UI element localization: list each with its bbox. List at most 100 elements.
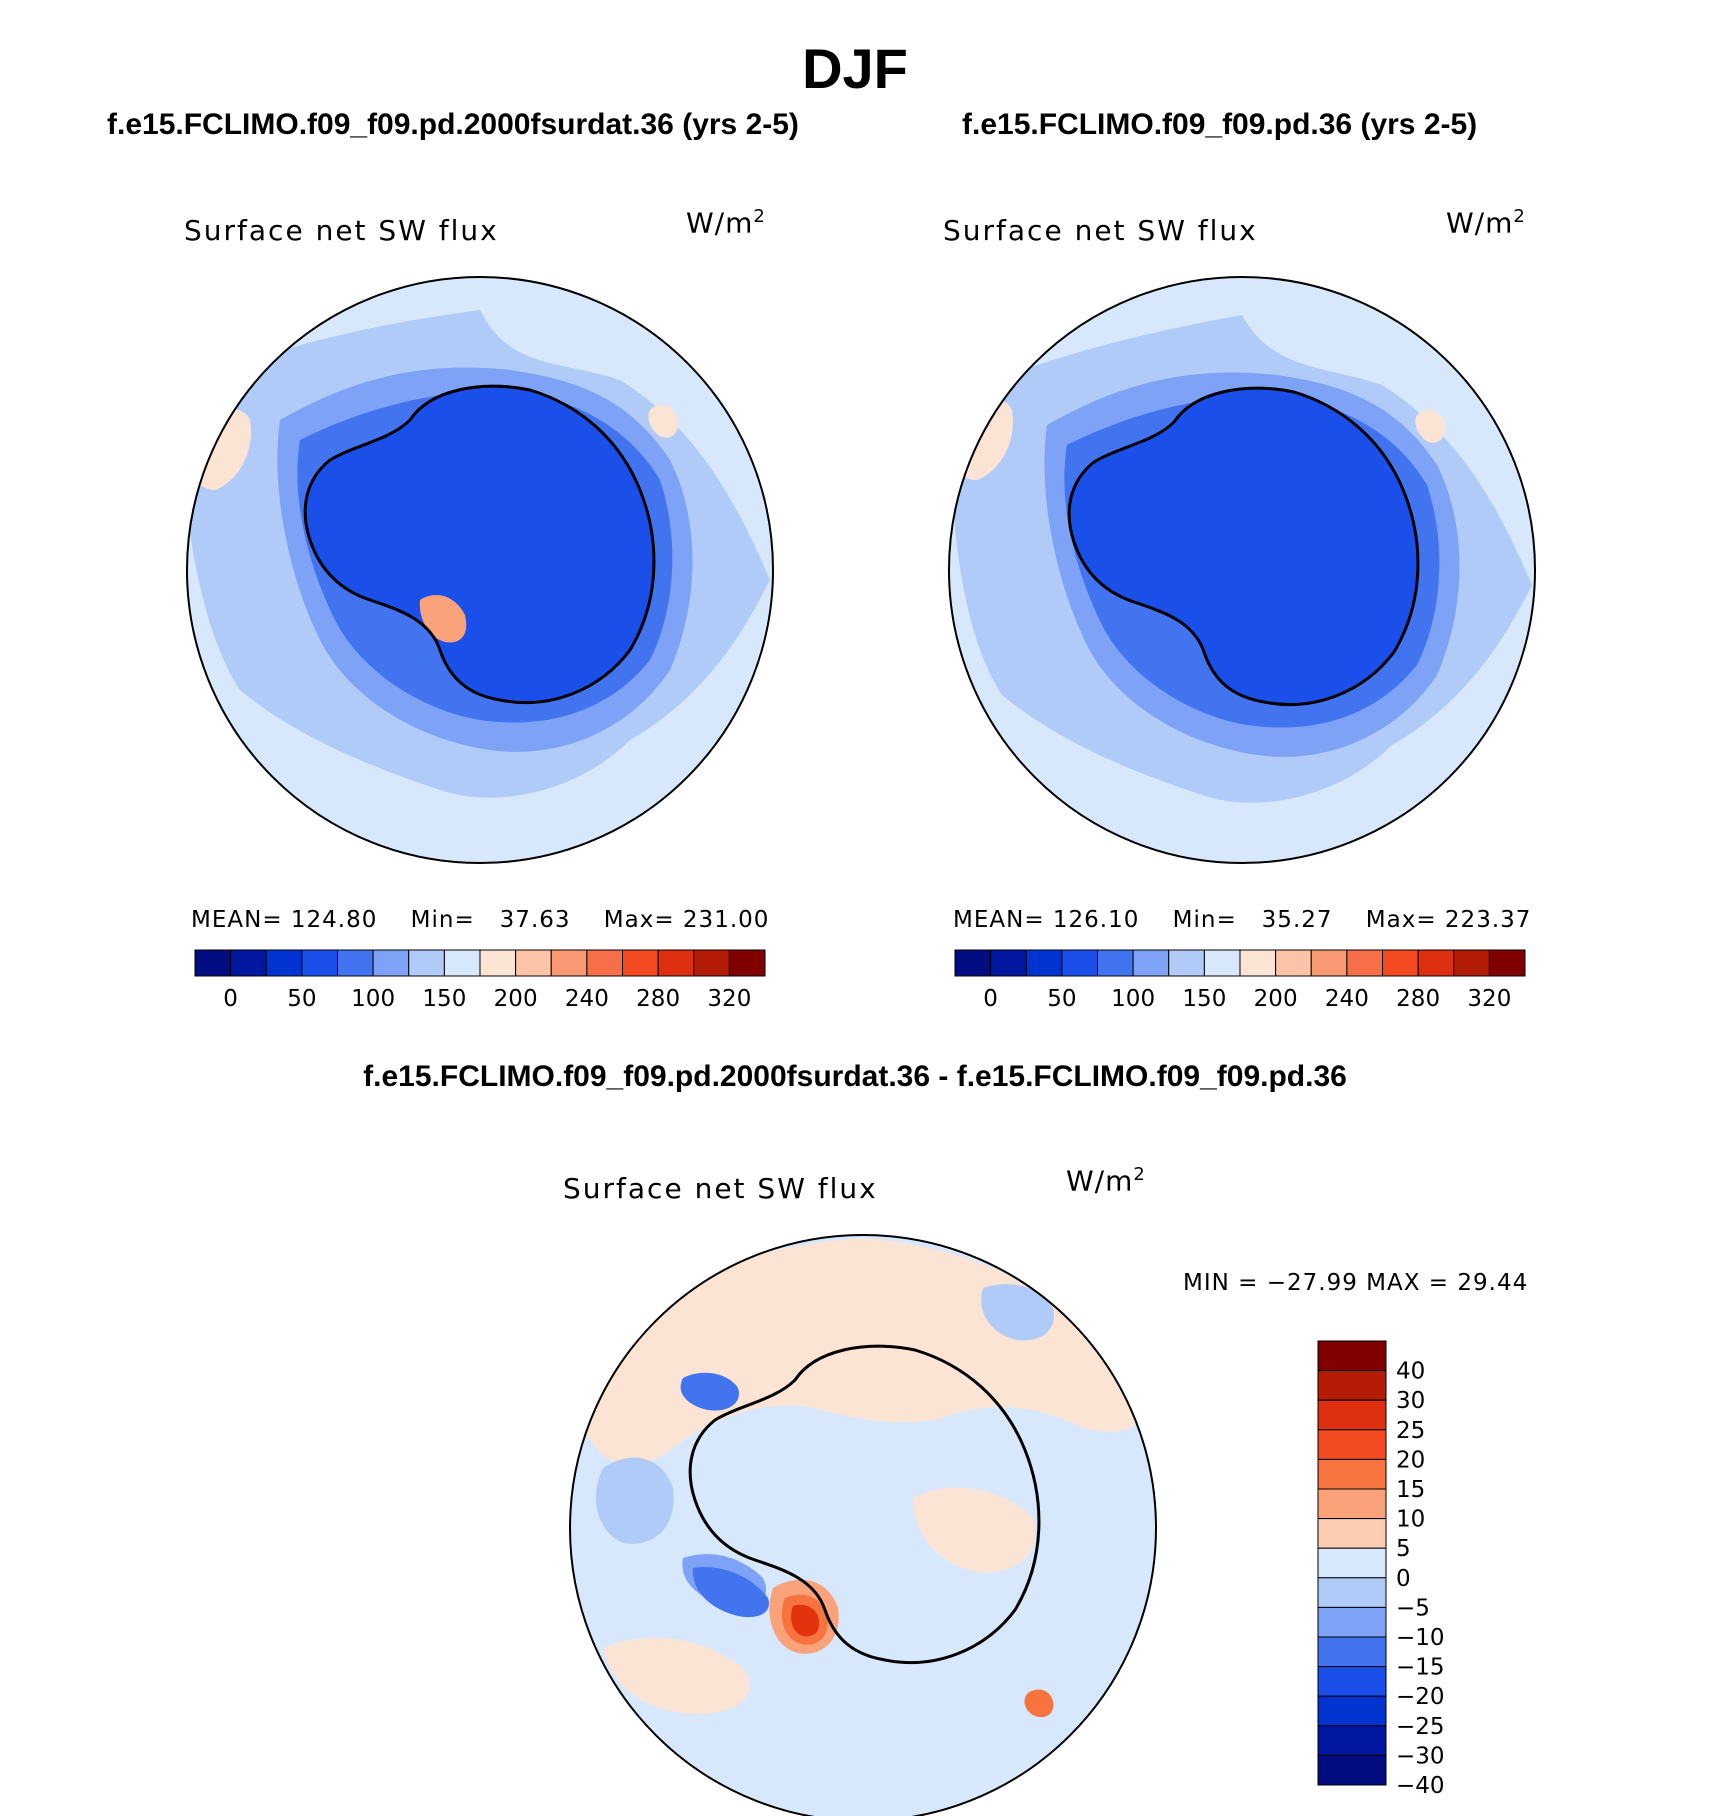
colorbar-right-swatches — [954, 949, 1526, 977]
panel-right-case-title: f.e15.FCLIMO.f09_f09.pd.36 (yrs 2-5) — [962, 108, 1478, 141]
colorbar-left-swatch — [693, 949, 730, 977]
colorbar-left-tick-label: 240 — [565, 986, 609, 1012]
map-left-coastline — [303, 384, 656, 705]
panel-right-stats: MEAN= 126.10 Min= 35.27 Max= 223.37 — [953, 907, 1532, 933]
colorbar-diff-ticklabels: 40 30 25 20 15 10 5 0 −5 −10 −15 −20 −25 −30 −40 — [1396, 1359, 1445, 1799]
colorbar-left-swatch — [265, 949, 303, 977]
colorbar-diff-swatch — [1317, 1518, 1387, 1549]
map-diff-peach-patch-east — [913, 1487, 1036, 1573]
map-left-salmon-patch — [419, 595, 467, 643]
difference-variable-label: Surface net SW flux — [563, 1172, 878, 1205]
colorbar-left-swatch — [622, 949, 659, 977]
colorbar-diff-tick-label: 15 — [1396, 1477, 1425, 1503]
colorbar-right-swatch — [1203, 949, 1241, 977]
map-right-continent-fill — [1069, 388, 1418, 705]
colorbar-diff-swatch — [1317, 1666, 1387, 1697]
colorbar-diff-tick-label: 30 — [1396, 1388, 1425, 1414]
colorbar-diff-swatch — [1317, 1754, 1387, 1786]
colorbar-left-swatch — [372, 949, 410, 977]
colorbar-right-tick-label: 100 — [1111, 986, 1155, 1012]
map-left — [186, 276, 774, 864]
colorbar-diff-swatch — [1317, 1429, 1387, 1460]
difference-minmax: MIN = −27.99 MAX = 29.44 — [1183, 1270, 1529, 1296]
map-diff-light-blue-patch-2 — [981, 1284, 1054, 1341]
colorbar-right-swatch — [1025, 949, 1063, 977]
colorbar-diff-swatch — [1317, 1340, 1387, 1372]
map-diff-peach-patch-north — [710, 1317, 794, 1388]
figure-title: DJF — [802, 37, 908, 100]
colorbar-left-swatch — [301, 949, 338, 977]
colorbar-difference: 40 30 25 20 15 10 5 0 −5 −10 −15 −20 −25 −30 −40 — [1317, 1340, 1445, 1799]
colorbar-diff-tick-label: 25 — [1396, 1418, 1425, 1444]
panel-right-variable-label: Surface net SW flux — [943, 214, 1258, 247]
colorbar-diff-swatches — [1317, 1340, 1387, 1786]
colorbar-right-tick-label: 280 — [1396, 986, 1440, 1012]
colorbar-left-tick-label: 320 — [707, 986, 751, 1012]
colorbar-right-swatch — [1382, 949, 1419, 977]
colorbar-right-swatch — [1310, 949, 1348, 977]
colorbar-diff-swatch — [1317, 1636, 1387, 1668]
colorbar-diff-swatch — [1317, 1458, 1387, 1490]
map-diff-orange-patch-se — [1024, 1689, 1054, 1718]
colorbar-left-swatch — [728, 949, 766, 977]
colorbar-right-swatch — [1239, 949, 1277, 977]
colorbar-left-swatch — [194, 949, 232, 977]
colorbar-right-tick-label: 320 — [1467, 986, 1511, 1012]
map-diff-light-blue-patch-1 — [595, 1457, 674, 1544]
panel-right-units: W/m2 — [1446, 206, 1526, 240]
difference-title: f.e15.FCLIMO.f09_f09.pd.2000fsurdat.36 -… — [363, 1060, 1347, 1093]
colorbar-left-swatch — [337, 949, 374, 977]
colorbar-left-swatches — [194, 949, 766, 977]
colorbar-left-tick-label: 0 — [223, 986, 238, 1012]
colorbar-diff-swatch — [1317, 1547, 1387, 1579]
panel-left-case-title: f.e15.FCLIMO.f09_f09.pd.2000fsurdat.36 (… — [107, 108, 799, 141]
colorbar-right-ticklabels: 0 50 100 150 200 240 280 320 — [983, 986, 1511, 1012]
colorbar-left-tick-label: 200 — [494, 986, 538, 1012]
colorbar-left-swatch — [550, 949, 588, 977]
colorbar-diff-tick-label: −15 — [1396, 1655, 1445, 1681]
colorbar-diff-swatch — [1317, 1606, 1387, 1638]
colorbar-diff-tick-label: 5 — [1396, 1536, 1411, 1562]
colorbar-right-swatch — [1061, 949, 1098, 977]
colorbar-diff-tick-label: −10 — [1396, 1625, 1445, 1651]
map-difference — [569, 1234, 1157, 1816]
colorbar-left-swatch — [479, 949, 517, 977]
colorbar-diff-tick-label: −20 — [1396, 1684, 1445, 1710]
map-diff-boundary — [569, 1234, 1157, 1816]
map-diff-blue-patch-south — [692, 1567, 769, 1618]
colorbar-right-tick-label: 150 — [1182, 986, 1226, 1012]
map-diff-peach-patch-south — [603, 1637, 750, 1714]
colorbar-right-tick-label: 240 — [1325, 986, 1369, 1012]
colorbar-diff-swatch — [1317, 1577, 1387, 1608]
panel-left-stats: MEAN= 124.80 Min= 37.63 Max= 231.00 — [191, 907, 770, 933]
colorbar-left-swatch — [586, 949, 623, 977]
colorbar-diff-swatch — [1317, 1488, 1387, 1520]
map-diff-blue-patch-west — [680, 1372, 739, 1411]
colorbar-diff-swatch — [1317, 1370, 1387, 1401]
map-diff-red-core — [791, 1604, 820, 1637]
colorbar-right: 0 50 100 150 200 240 280 320 — [954, 949, 1526, 1012]
map-right — [948, 276, 1536, 864]
colorbar-diff-tick-label: 10 — [1396, 1507, 1425, 1533]
colorbar-diff-tick-label: −25 — [1396, 1714, 1445, 1740]
colorbar-right-swatch — [1097, 949, 1134, 977]
colorbar-left-swatch — [408, 949, 445, 977]
colorbar-left-swatch — [515, 949, 552, 977]
colorbar-diff-tick-label: −30 — [1396, 1743, 1445, 1769]
colorbar-right-swatch — [954, 949, 992, 977]
colorbar-left-tick-label: 280 — [636, 986, 680, 1012]
colorbar-right-swatch — [1275, 949, 1312, 977]
colorbar-right-swatch — [990, 949, 1027, 977]
map-right-peach-patch-east — [1415, 409, 1446, 443]
colorbar-left-swatch — [230, 949, 267, 977]
colorbar-right-tick-label: 200 — [1254, 986, 1298, 1012]
colorbar-right-swatch — [1488, 949, 1526, 977]
colorbar-left: 0 50 100 150 200 240 280 320 — [194, 949, 766, 1012]
colorbar-left-swatch — [443, 949, 481, 977]
colorbar-right-swatch — [1132, 949, 1170, 977]
colorbar-right-tick-label: 0 — [983, 986, 998, 1012]
colorbar-right-swatch — [1168, 949, 1205, 977]
colorbar-right-swatch — [1417, 949, 1455, 977]
colorbar-right-tick-label: 50 — [1047, 986, 1076, 1012]
panel-left-units: W/m2 — [686, 206, 766, 240]
